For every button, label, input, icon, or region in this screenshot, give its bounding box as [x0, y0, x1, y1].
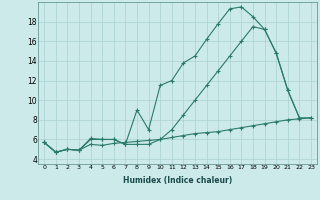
X-axis label: Humidex (Indice chaleur): Humidex (Indice chaleur) — [123, 176, 232, 185]
